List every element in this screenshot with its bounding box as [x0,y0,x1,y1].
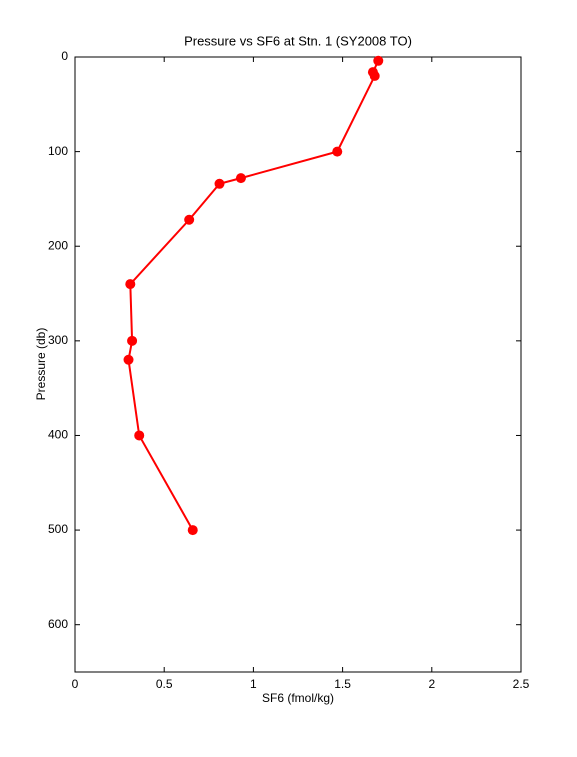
y-tick-label: 600 [48,617,68,631]
y-axis-label: Pressure (db) [34,328,48,401]
plot-frame [74,56,522,673]
y-tick-label: 500 [48,522,68,536]
y-tick-label: 400 [48,428,68,442]
y-tick-label: 300 [48,333,68,347]
x-tick-label: 1.5 [334,677,351,691]
data-point [332,146,343,157]
data-point [187,525,198,536]
data-point [127,335,138,346]
data-line [127,60,380,531]
y-tick-label: 100 [48,144,68,158]
data-point [184,214,195,225]
data-point [125,279,136,290]
x-tick-label: 2 [428,677,435,691]
data-point [373,55,384,66]
y-tick-label: 0 [61,49,68,63]
x-tick-label: 0 [72,677,79,691]
y-tick-label: 200 [48,238,68,252]
data-point [369,70,380,81]
data-point [123,354,134,365]
x-tick-label: 1 [250,677,257,691]
data-point [235,173,246,184]
chart-title: Pressure vs SF6 at Stn. 1 (SY2008 TO) [184,33,412,48]
x-tick-label: 2.5 [513,677,530,691]
data-point [214,178,225,189]
x-axis-label: SF6 (fmol/kg) [262,691,334,705]
x-tick-label: 0.5 [156,677,173,691]
data-point [134,430,145,441]
